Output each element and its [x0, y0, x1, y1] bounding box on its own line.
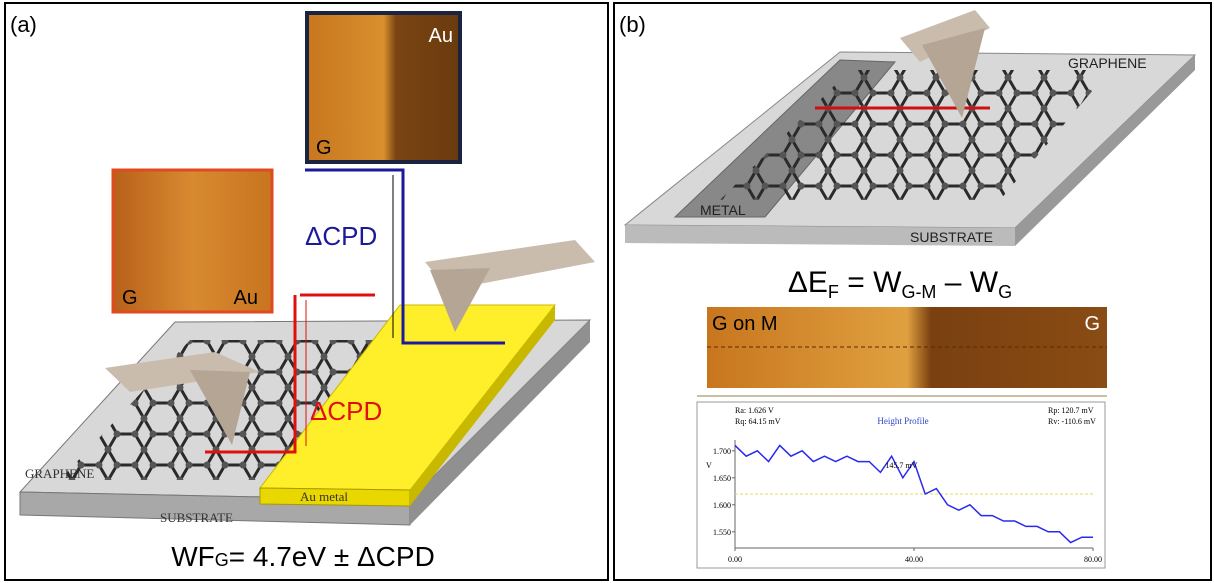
y-tick-label: 1.700: [713, 447, 731, 456]
plot-frame: [697, 402, 1105, 568]
substrate-label: SUBSTRATE: [910, 229, 993, 245]
stat-label: Rq: 64.15 mV: [735, 417, 781, 426]
image-label: G: [122, 287, 138, 309]
panel-label: (a): [10, 12, 37, 37]
image-label: Au: [234, 287, 258, 309]
plot-title: Height Profile: [877, 416, 928, 426]
y-tick-label: 1.650: [713, 474, 731, 483]
image-label: G on M: [712, 313, 778, 335]
panel-label: (b): [619, 12, 646, 37]
figure: (a) GRAPHENE Au metal SUBSTRATE Au G G A…: [0, 0, 1214, 583]
graphene-label: GRAPHENE: [1068, 55, 1147, 71]
substrate-label: SUBSTRATE: [160, 510, 233, 525]
x-tick-label: 80.00: [1084, 555, 1102, 564]
graphene-label: GRAPHENE: [25, 466, 94, 481]
image-label: G: [316, 137, 332, 159]
delta-cpd: ΔCPD: [305, 221, 377, 251]
metal-label: Au metal: [300, 489, 348, 504]
stat-label: Rp: 120.7 mV: [1048, 406, 1094, 415]
stat-label: Ra: 1.626 V: [735, 406, 774, 415]
x-tick-label: 40.00: [905, 555, 923, 564]
y-tick-label: 1.600: [713, 501, 731, 510]
y-axis-label: V: [706, 461, 712, 470]
x-tick-label: 0.00: [728, 555, 742, 564]
work-function-formula: WFG= 4.7eV ± ΔCPD: [171, 541, 435, 572]
delta-cpd: ΔCPD: [310, 396, 382, 426]
image-label: G: [1084, 313, 1100, 335]
page: {"panel_a": {"label": "(a)", "afm_top": …: [0, 0, 1214, 583]
fermi-equation: ΔEF = WG-M – WG: [788, 266, 1012, 302]
y-tick-label: 1.550: [713, 528, 731, 537]
metal-label: METAL: [700, 202, 746, 218]
image-label: Au: [429, 25, 453, 47]
annotation: 145.7 mV: [885, 461, 917, 470]
height-profile: Ra: 1.626 V Rq: 64.15 mV Height Profile …: [697, 402, 1105, 568]
stat-label: Rv: -110.6 mV: [1048, 417, 1096, 426]
